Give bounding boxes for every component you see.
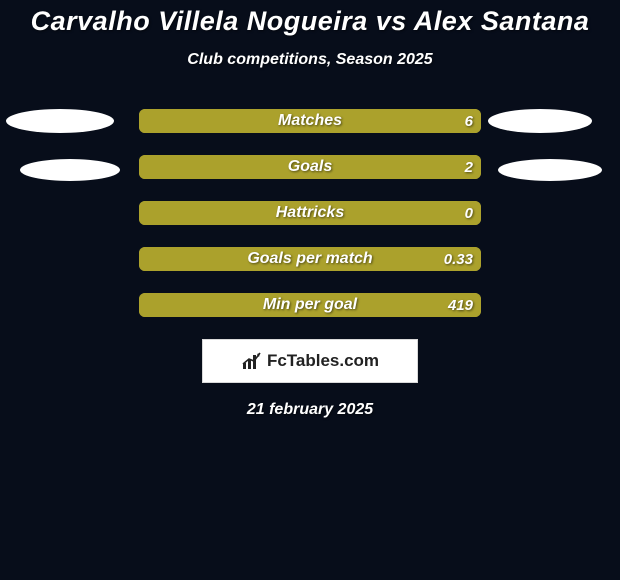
subtitle: Club competitions, Season 2025 bbox=[0, 51, 620, 69]
stat-bar-value-right: 419 bbox=[448, 297, 473, 314]
stat-bars: Matches 6 Goals 2 Hattricks 0 Goals per match 0… bbox=[139, 109, 481, 317]
stat-bar-label: Hattricks bbox=[276, 204, 344, 222]
stat-bar-label: Goals per match bbox=[247, 250, 372, 268]
stat-bar-label: Goals bbox=[288, 158, 332, 176]
stat-bar-value-right: 6 bbox=[465, 113, 473, 130]
infographic-container: Carvalho Villela Nogueira vs Alex Santan… bbox=[0, 0, 620, 580]
stats-area: Matches 6 Goals 2 Hattricks 0 Goals per match 0… bbox=[0, 109, 620, 317]
page-title: Carvalho Villela Nogueira vs Alex Santan… bbox=[0, 0, 620, 37]
date-line: 21 february 2025 bbox=[0, 401, 620, 419]
stat-bar-value-right: 0.33 bbox=[444, 251, 473, 268]
stat-bar-row: Min per goal 419 bbox=[139, 293, 481, 317]
right-ellipse-1 bbox=[498, 159, 602, 181]
brand-text: FcTables.com bbox=[267, 351, 379, 371]
stat-bar-label: Matches bbox=[278, 112, 342, 130]
stat-bar-value-right: 2 bbox=[465, 159, 473, 176]
brand-box: FcTables.com bbox=[202, 339, 418, 383]
stat-bar-label: Min per goal bbox=[263, 296, 357, 314]
left-ellipse-0 bbox=[6, 109, 114, 133]
left-ellipse-1 bbox=[20, 159, 120, 181]
stat-bar-value-right: 0 bbox=[465, 205, 473, 222]
stat-bar-row: Goals 2 bbox=[139, 155, 481, 179]
stat-bar-row: Matches 6 bbox=[139, 109, 481, 133]
fctables-chart-icon bbox=[241, 351, 263, 371]
stat-bar-row: Goals per match 0.33 bbox=[139, 247, 481, 271]
right-ellipse-0 bbox=[488, 109, 592, 133]
stat-bar-row: Hattricks 0 bbox=[139, 201, 481, 225]
brand-inner: FcTables.com bbox=[241, 351, 379, 371]
